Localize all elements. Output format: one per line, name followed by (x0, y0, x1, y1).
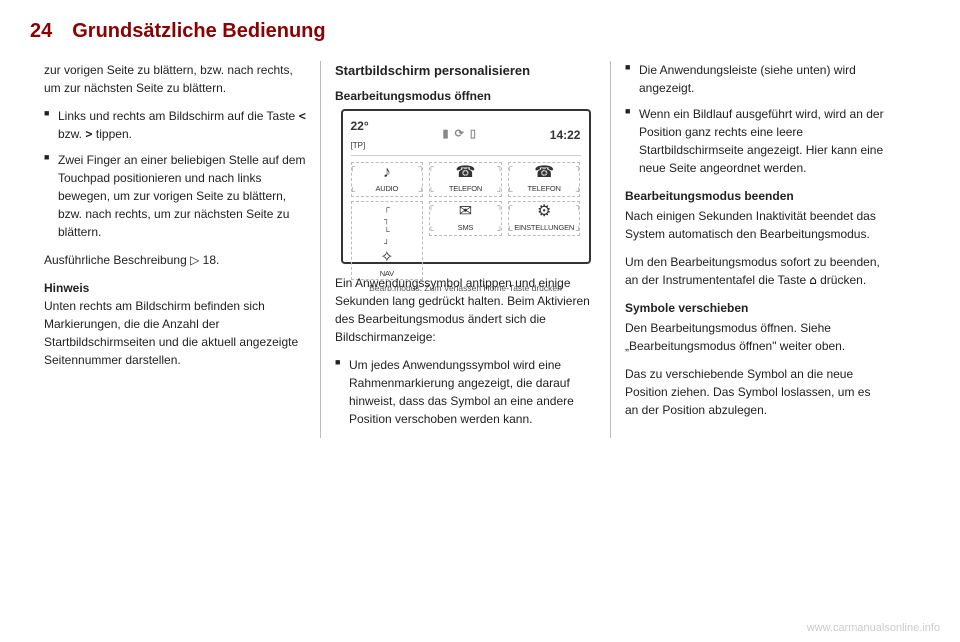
paragraph: Ausführliche Beschreibung ▷ 18. (44, 251, 306, 269)
temperature: 22° (351, 119, 369, 133)
manual-page: 24 Grundsätzliche Bedienung zur vorigen … (0, 0, 960, 642)
tp-indicator: [TP] (351, 141, 366, 150)
paragraph: zur vorigen Seite zu blättern, bzw. nach… (44, 61, 306, 97)
list-text: bzw. (58, 127, 85, 141)
bullet-list: Links und rechts am Bildschirm auf die T… (44, 107, 306, 241)
paragraph: Das zu verschiebende Symbol an die neue … (625, 365, 886, 419)
phone-icon: ☎ (456, 165, 476, 181)
subsection-heading: Symbole verschieben (625, 299, 886, 317)
mail-icon: ✉ (459, 204, 472, 220)
app-label: TELEFON (528, 183, 561, 194)
paragraph: Um den Bearbeitungsmodus sofort zu beend… (625, 253, 886, 289)
infotainment-screenshot: 22° [TP] ▮ ⟳ ▯ 14:22 ┌┐└┘ ♪ AUDIO (341, 109, 591, 264)
app-sms: ┌┐└┘ ✉ SMS (429, 201, 502, 236)
ref-icon: ▷ (190, 253, 199, 267)
status-icons: ▮ ⟳ ▯ (443, 126, 476, 143)
subsection-heading: Bearbeitungsmodus öffnen (335, 87, 596, 105)
gear-icon: ⚙ (537, 204, 551, 220)
app-settings: ┌┐└┘ ⚙ EINSTELLUNGEN (508, 201, 581, 236)
prev-key: < (299, 107, 306, 125)
app-nav: ┌┐└┘ ✧ NAV (351, 201, 424, 280)
column-2: Startbildschirm personalisieren Bearbeit… (320, 61, 610, 438)
app-audio: ┌┐└┘ ♪ AUDIO (351, 162, 424, 197)
list-text: tippen. (93, 127, 132, 141)
bullet-list: Die Anwendungsleiste (siehe unten) wird … (625, 61, 886, 177)
paragraph: Den Bearbeitungsmodus öffnen. Siehe „Bea… (625, 319, 886, 355)
note-block: Hinweis Unten rechts am Bildschirm befin… (44, 279, 306, 369)
list-item: Um jedes Anwendungssymbol wird eine Rahm… (335, 356, 596, 428)
app-label: EINSTELLUNGEN (514, 222, 574, 233)
battery-icon: ▯ (470, 126, 476, 143)
audio-icon: ♪ (383, 165, 391, 181)
app-label: TELEFON (449, 183, 482, 194)
app-label: SMS (458, 222, 474, 233)
app-grid: ┌┐└┘ ♪ AUDIO ┌┐└┘ ☎ TELEFON ┌┐└┘ ☎ TELEF… (351, 162, 581, 281)
bullet-list: Um jedes Anwendungssymbol wird eine Rahm… (335, 356, 596, 428)
text: drücken. (817, 273, 866, 287)
page-ref: 18. (199, 253, 219, 267)
home-key-icon: ⌂ (810, 271, 817, 289)
page-header: 24 Grundsätzliche Bedienung (30, 20, 930, 43)
clock: 14:22 (550, 126, 581, 144)
compass-icon: ✧ (380, 250, 393, 266)
content-columns: zur vorigen Seite zu blättern, bzw. nach… (30, 61, 930, 438)
screen-statusbar: 22° [TP] ▮ ⟳ ▯ 14:22 (351, 117, 581, 156)
list-item: Wenn ein Bildlauf ausgeführt wird, wird … (625, 105, 886, 177)
next-key: > (85, 125, 92, 143)
watermark: www.carmanualsonline.info (807, 622, 940, 634)
section-heading: Startbildschirm personalisieren (335, 61, 596, 81)
signal-icon: ▮ (443, 126, 449, 143)
column-3: Die Anwendungsleiste (siehe unten) wird … (610, 61, 900, 438)
page-title: Grundsätzliche Bedienung (72, 20, 325, 43)
app-telefon: ┌┐└┘ ☎ TELEFON (508, 162, 581, 197)
subsection-heading: Bearbeitungsmodus beenden (625, 187, 886, 205)
app-telefon: ┌┐└┘ ☎ TELEFON (429, 162, 502, 197)
app-label: AUDIO (375, 183, 398, 194)
paragraph: Nach einigen Sekunden Inaktivität beende… (625, 207, 886, 243)
list-item: Links und rechts am Bildschirm auf die T… (44, 107, 306, 143)
note-body: Unten rechts am Bildschirm befinden sich… (44, 299, 298, 367)
sync-icon: ⟳ (455, 126, 464, 143)
paragraph: Ein Anwendungssymbol antippen und einige… (335, 274, 596, 346)
text: Ausführliche Beschreibung (44, 253, 190, 267)
phone-icon: ☎ (534, 165, 554, 181)
note-heading: Hinweis (44, 281, 89, 295)
list-item: Zwei Finger an einer beliebigen Stelle a… (44, 151, 306, 241)
page-number: 24 (30, 20, 52, 43)
list-item: Die Anwendungsleiste (siehe unten) wird … (625, 61, 886, 97)
list-text: Links und rechts am Bildschirm auf die T… (58, 109, 299, 123)
screen-temp: 22° [TP] (351, 117, 369, 153)
column-1: zur vorigen Seite zu blättern, bzw. nach… (30, 61, 320, 438)
